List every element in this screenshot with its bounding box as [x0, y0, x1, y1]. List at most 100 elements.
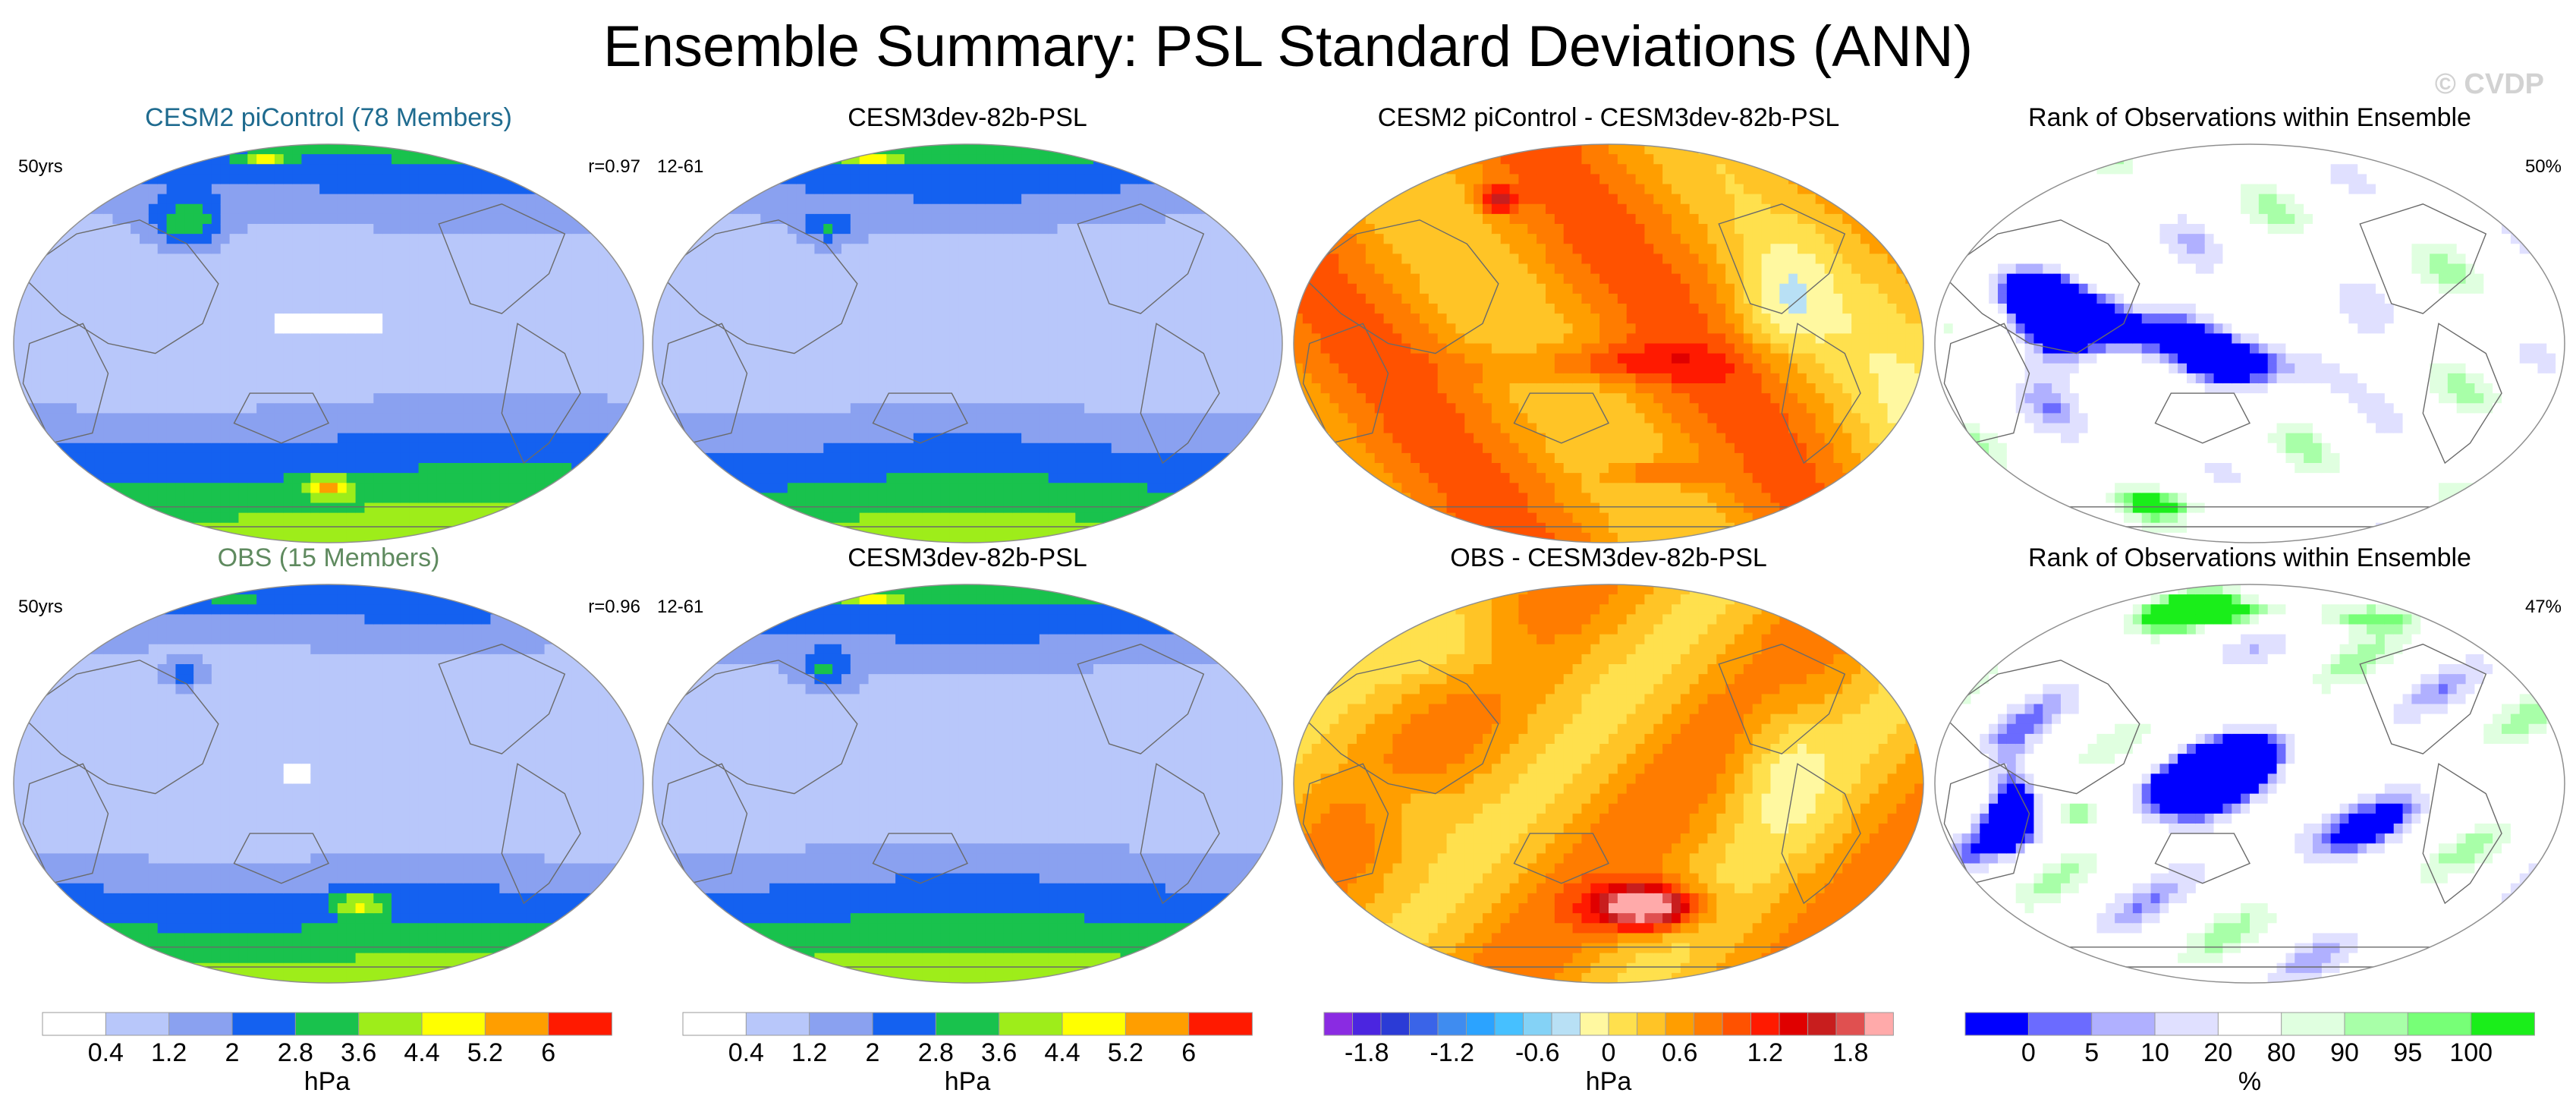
grid-cell — [418, 203, 429, 215]
grid-cell — [184, 393, 194, 404]
grid-cell — [670, 293, 681, 304]
grid-cell — [392, 343, 401, 354]
grid-cell — [22, 452, 33, 464]
grid-cell — [706, 273, 716, 285]
grid-cell — [1048, 194, 1058, 205]
grid-cell — [490, 333, 500, 345]
grid-cell — [742, 254, 753, 265]
grid-cell — [688, 263, 698, 275]
grid-cell — [733, 323, 744, 334]
grid-cell — [184, 213, 194, 225]
grid-cell — [958, 313, 968, 324]
grid-cell — [337, 463, 348, 474]
grid-cell — [148, 452, 159, 464]
grid-cell — [409, 463, 420, 474]
grid-cell — [868, 343, 879, 354]
grid-cell — [112, 512, 122, 524]
grid-cell — [490, 373, 500, 384]
grid-cell — [319, 522, 329, 534]
grid-cell — [1066, 363, 1076, 374]
grid-cell — [716, 254, 725, 265]
grid-cell — [653, 493, 662, 504]
grid-cell — [472, 452, 483, 464]
grid-cell — [1093, 224, 1103, 235]
grid-cell — [121, 483, 131, 493]
grid-cell — [1003, 353, 1013, 364]
grid-cell — [1102, 463, 1112, 474]
grid-cell — [670, 363, 681, 374]
grid-cell — [445, 512, 455, 524]
grid-cell — [1030, 154, 1040, 165]
grid-cell — [886, 452, 896, 464]
grid-cell — [140, 234, 149, 244]
grid-cell — [364, 174, 374, 185]
grid-cell — [283, 353, 294, 364]
grid-cell — [958, 383, 968, 394]
grid-cell — [131, 373, 140, 384]
grid-cell — [337, 393, 348, 404]
grid-cell — [22, 333, 33, 345]
grid-cell — [544, 304, 555, 314]
grid-cell — [1138, 403, 1148, 414]
grid-cell — [1111, 313, 1121, 324]
grid-cell — [85, 433, 96, 444]
grid-cell — [229, 363, 240, 374]
grid-cell — [823, 203, 833, 215]
grid-cell — [661, 463, 672, 474]
grid-cell — [580, 423, 590, 434]
grid-cell — [760, 203, 770, 215]
grid-cell — [805, 313, 816, 324]
grid-cell — [392, 333, 401, 345]
grid-cell — [1102, 443, 1112, 454]
grid-cell — [670, 224, 681, 235]
grid-cell — [337, 224, 348, 235]
grid-cell — [319, 502, 329, 514]
grid-cell — [814, 493, 824, 504]
grid-cell — [895, 283, 905, 294]
grid-cell — [85, 144, 96, 155]
grid-cell — [364, 304, 374, 314]
grid-cell — [481, 174, 492, 185]
grid-cell — [877, 184, 887, 195]
grid-cell — [994, 403, 1005, 414]
grid-cell — [616, 403, 626, 414]
grid-cell — [922, 463, 933, 474]
grid-cell — [653, 343, 662, 354]
grid-cell — [22, 493, 33, 504]
grid-cell — [454, 213, 464, 225]
grid-cell — [778, 254, 788, 265]
grid-cell — [238, 433, 248, 444]
grid-cell — [266, 304, 275, 314]
grid-cell — [148, 443, 159, 454]
grid-cell — [1111, 493, 1121, 504]
grid-cell — [490, 363, 500, 374]
grid-cell — [1102, 244, 1112, 254]
grid-cell — [760, 304, 770, 314]
grid-cell — [562, 194, 572, 205]
grid-cell — [175, 413, 185, 424]
grid-cell — [175, 443, 185, 454]
grid-cell — [112, 313, 122, 324]
grid-cell — [571, 532, 581, 543]
grid-cell — [481, 144, 492, 155]
grid-cell — [868, 184, 879, 195]
grid-cell — [274, 493, 285, 504]
grid-cell — [310, 363, 320, 374]
grid-cell — [985, 522, 995, 534]
grid-cell — [292, 343, 303, 354]
grid-cell — [1066, 343, 1076, 354]
grid-cell — [724, 363, 734, 374]
grid-cell — [886, 463, 896, 474]
grid-cell — [329, 363, 338, 374]
grid-cell — [859, 273, 870, 285]
grid-cell — [535, 353, 546, 364]
grid-cell — [140, 423, 149, 434]
grid-cell — [427, 283, 437, 294]
grid-cell — [985, 244, 995, 254]
grid-cell — [121, 234, 131, 244]
grid-cell — [274, 313, 285, 324]
grid-cell — [1030, 234, 1040, 244]
grid-cell — [355, 433, 366, 444]
grid-cell — [400, 393, 410, 404]
grid-cell — [661, 293, 672, 304]
